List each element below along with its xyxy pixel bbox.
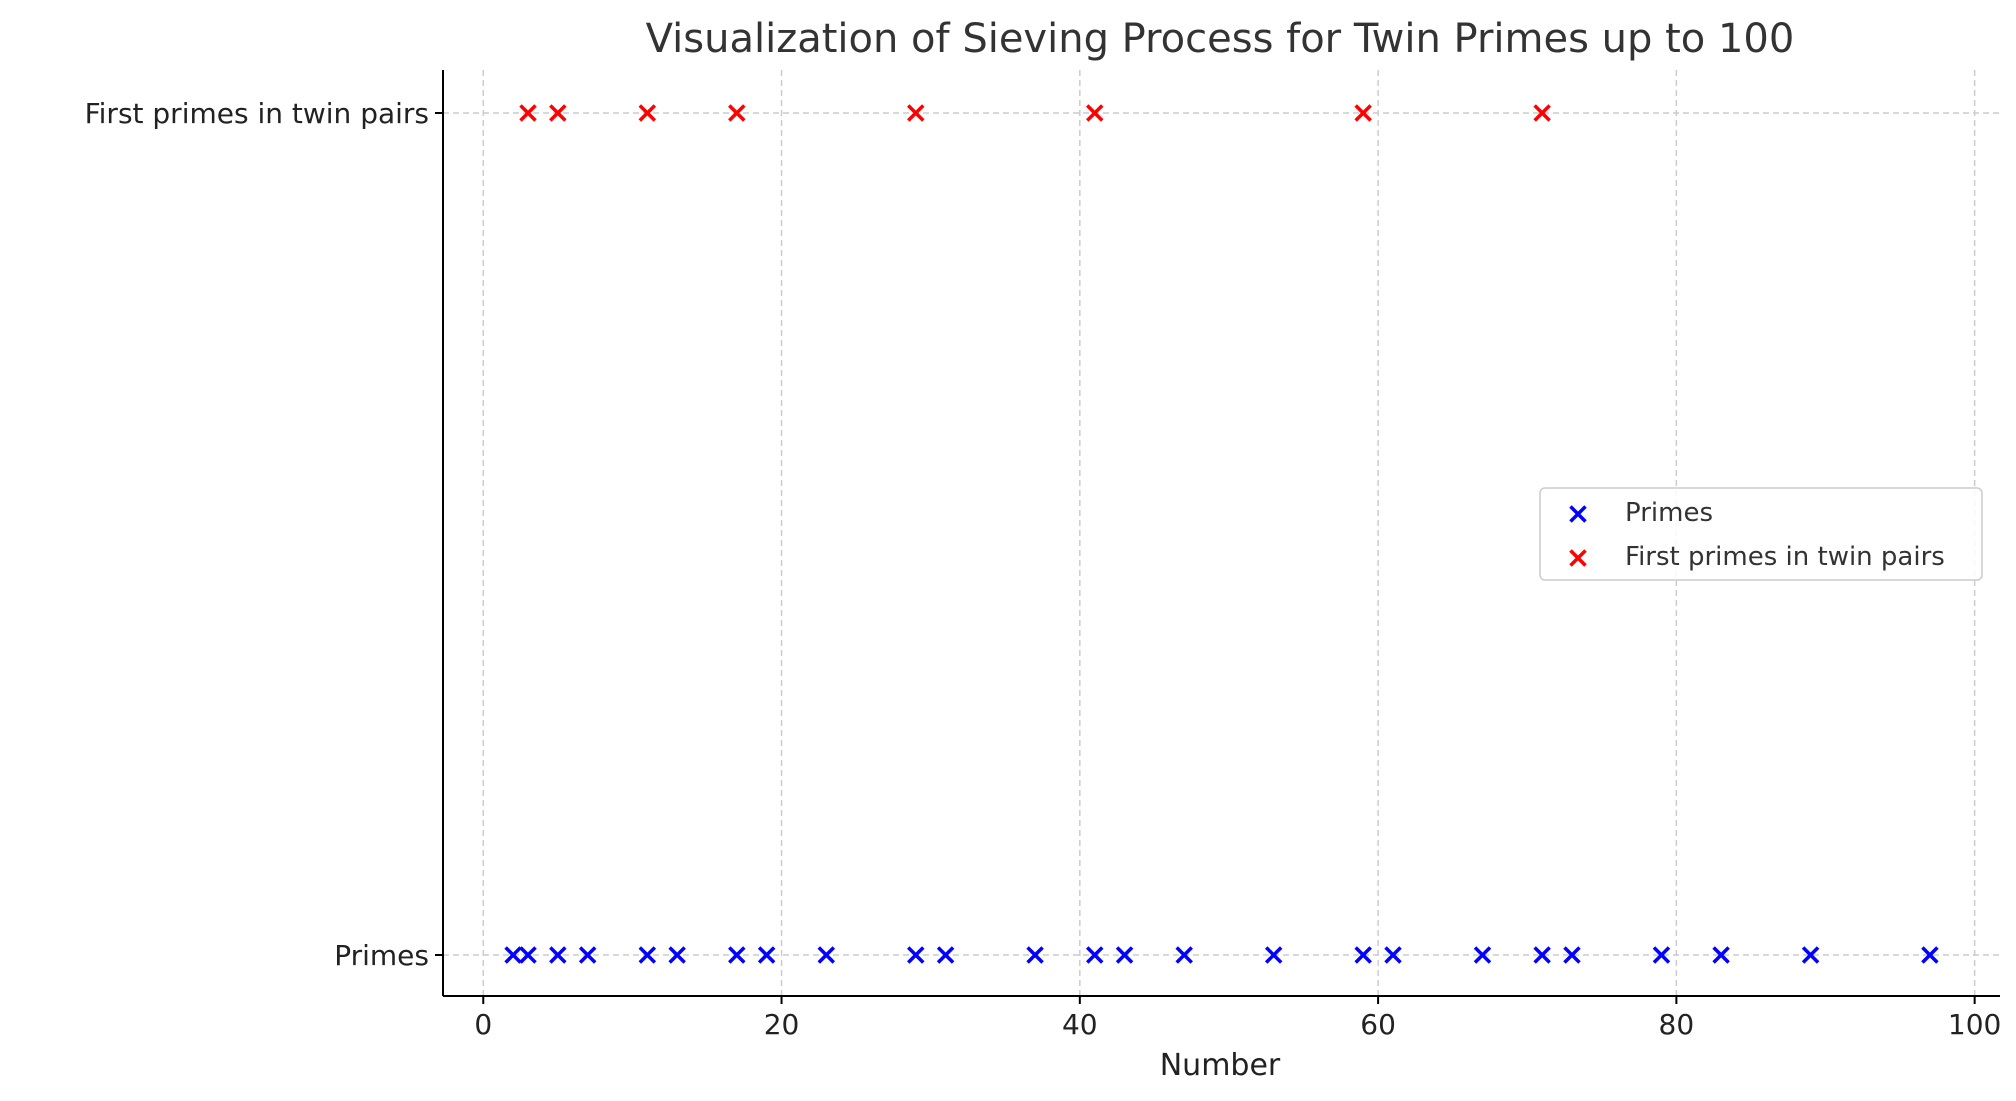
x-tick-label-3: 60 [1360,1008,1396,1041]
point-series1-6 [1354,104,1372,122]
legend-label-1: First primes in twin pairs [1625,542,1945,572]
point-series0-7 [757,946,776,964]
point-series0-3 [578,946,597,964]
x-axis-label: Number [1160,1048,1281,1083]
point-series1-1 [549,104,567,122]
legend-label-0: Primes [1625,498,1713,528]
point-series1-4 [907,104,925,122]
point-series0-21 [1652,946,1671,964]
point-series0-15 [1264,946,1283,964]
point-series1-2 [638,104,657,122]
point-series0-13 [1115,946,1134,964]
x-tick-label-4: 80 [1659,1008,1695,1041]
legend-marker-1 [1569,549,1587,567]
point-series0-17 [1384,946,1402,964]
point-series0-16 [1354,946,1372,964]
point-series0-1 [519,946,537,964]
point-series0-0 [504,946,522,964]
point-series0-12 [1085,946,1104,964]
legend: Primes First primes in twin pairs [1539,487,1983,581]
y-tick-label-0: Primes [334,939,429,972]
point-series0-2 [549,946,567,964]
x-tick-label-2: 40 [1062,1008,1098,1041]
point-series1-3 [728,104,746,122]
point-series0-4 [638,946,657,964]
point-series1-7 [1533,104,1551,122]
point-series0-20 [1563,946,1581,964]
x-tick-label-5: 100 [1948,1008,2001,1041]
point-series0-8 [817,946,836,964]
legend-box [1539,487,1983,581]
point-series0-14 [1175,946,1193,964]
point-series0-22 [1712,946,1730,964]
y-axis-ticks: Primes First primes in twin pairs [85,97,443,972]
chart-title: Visualization of Sieving Process for Twi… [646,16,1795,62]
point-series1-0 [519,104,537,122]
point-series0-6 [728,946,746,964]
legend-marker-0 [1569,505,1587,523]
data-points [504,104,1939,964]
point-series0-10 [936,946,955,964]
point-series0-5 [668,946,686,964]
point-series0-18 [1473,946,1492,964]
point-series1-5 [1085,104,1104,122]
point-series0-24 [1921,946,1939,964]
x-tick-label-0: 0 [474,1008,492,1041]
point-series0-19 [1533,946,1551,964]
point-series0-11 [1026,946,1044,964]
x-axis-ticks: 0 20 40 60 80 100 [474,996,2001,1041]
point-series0-23 [1801,946,1820,964]
point-series0-9 [907,946,925,964]
x-tick-label-1: 20 [764,1008,800,1041]
y-tick-label-1: First primes in twin pairs [85,97,429,130]
axes [442,70,2000,997]
